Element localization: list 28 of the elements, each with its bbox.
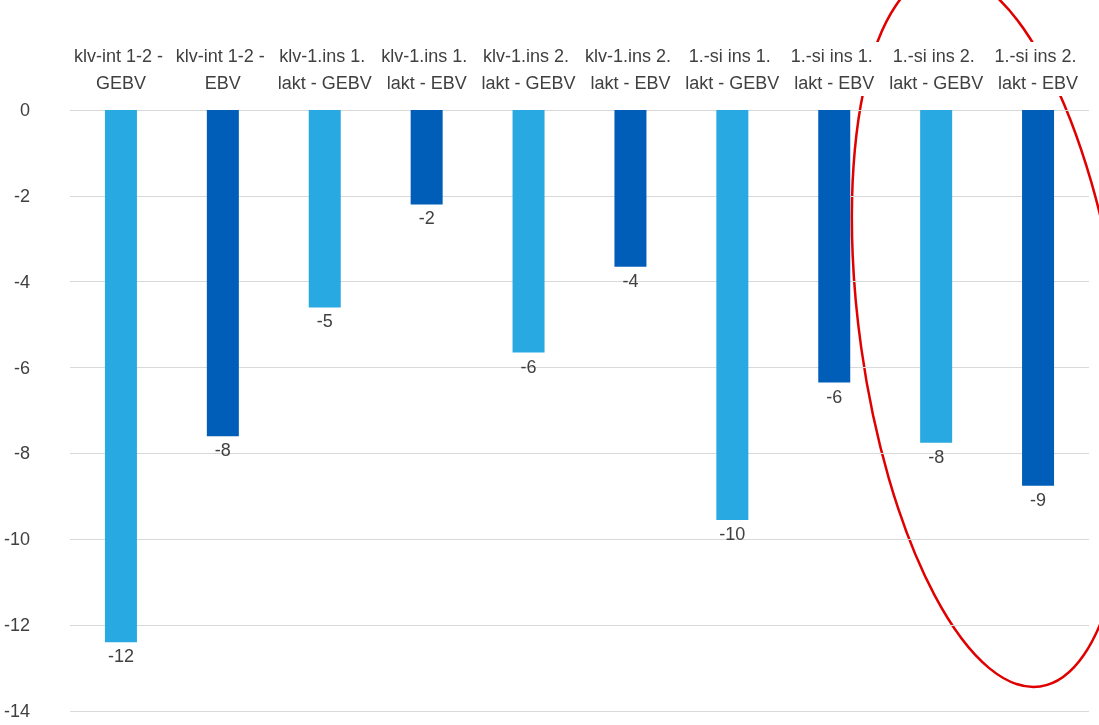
x-tick-label: 1.-si ins 2. lakt - GEBV — [889, 45, 984, 93]
x-tick-label: klv-1.ins 2. lakt - EBV — [584, 45, 676, 93]
data-label: -10 — [719, 523, 746, 544]
data-label: -2 — [418, 208, 435, 229]
x-tick-label: klv-1.ins 1. lakt - EBV — [381, 45, 473, 93]
x-tick-label: klv-int 1-2 - EBV — [175, 45, 270, 93]
y-tick-label: 0 — [19, 100, 30, 120]
data-label: -4 — [622, 270, 639, 291]
data-label: -5 — [316, 311, 333, 332]
y-tick-label: -14 — [3, 701, 30, 721]
y-tick-label: -10 — [3, 529, 30, 550]
y-tick-label: -12 — [3, 615, 30, 636]
x-tick-label: 1.-si ins 1. lakt - EBV — [790, 45, 878, 93]
x-tick-label: klv-int 1-2 - GEBV — [73, 45, 168, 93]
x-tick-label: klv-1.ins 1. lakt - GEBV — [277, 45, 372, 93]
x-tick-label: klv-1.ins 2. lakt - GEBV — [481, 45, 576, 93]
x-tick-label: 1.-si ins 2. lakt - EBV — [994, 45, 1082, 93]
data-label: -6 — [826, 386, 843, 407]
y-tick-label: -6 — [13, 357, 30, 378]
data-label: -6 — [520, 356, 537, 377]
data-label: -8 — [928, 446, 945, 467]
x-tick-label: 1.-si ins 1. lakt - GEBV — [685, 45, 780, 93]
data-label: -9 — [1030, 489, 1047, 510]
data-label: -8 — [214, 440, 231, 461]
y-tick-label: -2 — [13, 185, 30, 206]
y-tick-label: -4 — [13, 271, 30, 292]
data-label: -12 — [107, 646, 134, 667]
y-tick-label: -8 — [13, 443, 30, 464]
